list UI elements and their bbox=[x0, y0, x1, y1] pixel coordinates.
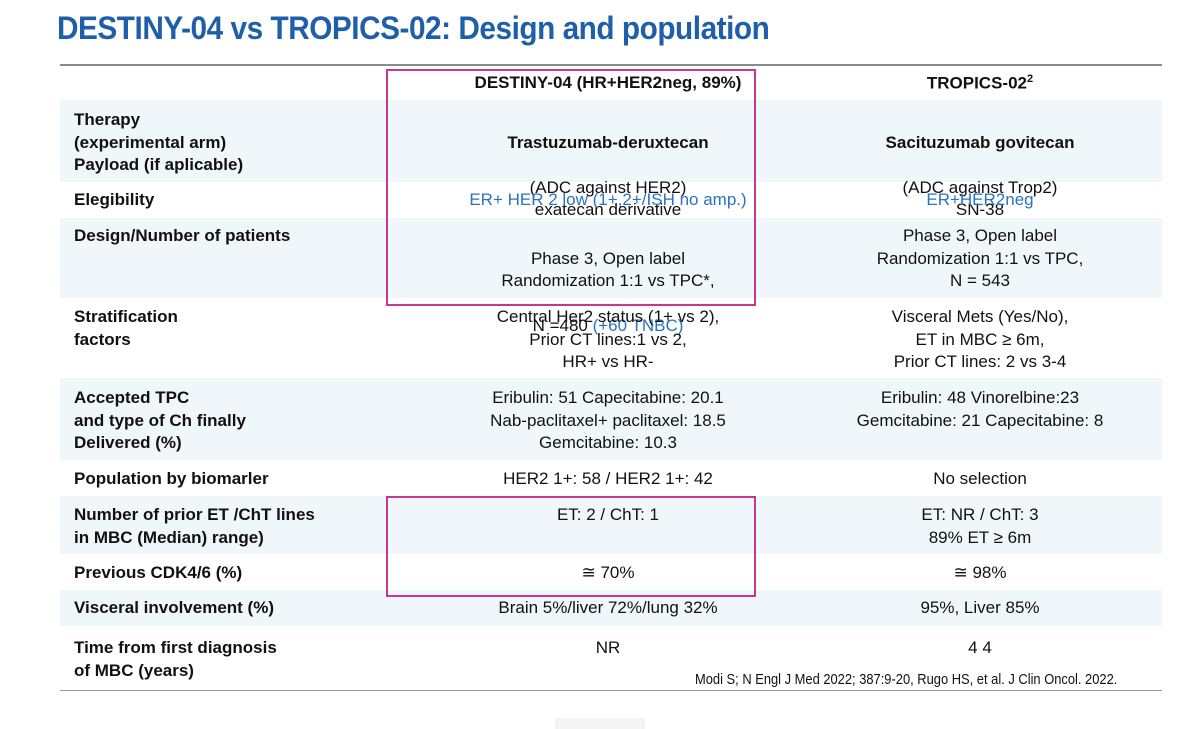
table-bottom-rule bbox=[60, 690, 1162, 691]
destiny-design-n-line: N =480 (+60 TNBC) bbox=[378, 315, 838, 338]
destiny-therapy-cell: Trastuzumab-deruxtecan (ADC against HER2… bbox=[378, 109, 838, 244]
table-row-prior-lines: Number of prior ET /ChT lines in MBC (Me… bbox=[60, 496, 1162, 554]
tropics-drug-details: (ADC against Trop2) SN-38 bbox=[902, 177, 1058, 220]
table-row-design: Design/Number of patients Phase 3, Open … bbox=[60, 218, 1162, 335]
row-label-eligibility: Elegibility bbox=[74, 190, 155, 209]
column-header-tropics-superscript: 2 bbox=[1027, 73, 1034, 85]
tropics-stratification-cell: Visceral Mets (Yes/No), ET in MBC ≥ 6m, … bbox=[891, 307, 1069, 371]
tropics-prior-lines-cell: ET: NR / ChT: 3 89% ET ≥ 6m bbox=[921, 505, 1039, 547]
tropics-design-cell: Phase 3, Open label Randomization 1:1 vs… bbox=[876, 226, 1084, 290]
destiny-design-tnbc: (+60 TNBC) bbox=[592, 316, 684, 335]
destiny-tpc-cell: Eribulin: 51 Capecitabine: 20.1 Nab-pacl… bbox=[490, 388, 726, 452]
table-row-tpc: Accepted TPC and type of Ch finally Deli… bbox=[60, 378, 1162, 460]
table-row-eligibility: Elegibility ER+ HER 2 low (1+,2+/ISH no … bbox=[60, 182, 1162, 218]
table-top-rule bbox=[60, 64, 1162, 66]
table-row-stratification: Stratification factors Central Her2 stat… bbox=[60, 298, 1162, 378]
tropics-cdk46-cell: ≅ 98% bbox=[953, 563, 1007, 582]
destiny-design-n: N =480 bbox=[532, 316, 593, 335]
destiny-drug-details: (ADC against HER2) exatecan derivative bbox=[529, 177, 687, 220]
column-header-destiny: DESTINY-04 (HR+HER2neg, 89%) bbox=[474, 73, 742, 92]
row-label-prior-lines: Number of prior ET /ChT lines in MBC (Me… bbox=[74, 505, 315, 547]
table-row-time-from-diagnosis: Time from first diagnosis of MBC (years)… bbox=[60, 626, 1162, 690]
destiny-stratification-cell: Central Her2 status (1+ vs 2), Prior CT … bbox=[496, 307, 720, 371]
destiny-time-from-diagnosis-cell: NR bbox=[595, 638, 621, 657]
table-row-biomarker: Population by biomarler HER2 1+: 58 / HE… bbox=[60, 460, 1162, 496]
destiny-design-text: Phase 3, Open label Randomization 1:1 vs… bbox=[501, 248, 715, 291]
destiny-eligibility-cell: ER+ HER 2 low (1+,2+/ISH no amp.) bbox=[469, 190, 747, 209]
tropics-visceral-cell: 95%, Liver 85% bbox=[920, 598, 1040, 617]
row-label-stratification: Stratification factors bbox=[74, 307, 178, 349]
slide-bottom-tab bbox=[555, 718, 645, 729]
row-label-therapy: Therapy (experimental arm) Payload (if a… bbox=[74, 110, 244, 174]
highlight-box-design bbox=[386, 69, 756, 306]
tropics-eligibility-cell: ER+HER2neg bbox=[926, 190, 1034, 209]
column-header-tropics-text: TROPICS-02 bbox=[926, 73, 1027, 93]
tropics-time-from-diagnosis-cell: 4 4 bbox=[968, 638, 992, 657]
table-row-cdk46: Previous CDK4/6 (%) ≅ 70% ≅ 98% bbox=[60, 554, 1162, 590]
row-label-design: Design/Number of patients bbox=[74, 226, 291, 245]
destiny-biomarker-cell: HER2 1+: 58 / HER2 1+: 42 bbox=[503, 469, 713, 488]
destiny-visceral-cell: Brain 5%/liver 72%/lung 32% bbox=[498, 598, 718, 617]
table-row-therapy: Therapy (experimental arm) Payload (if a… bbox=[60, 100, 1162, 219]
destiny-drug-name: Trastuzumab-deruxtecan bbox=[507, 132, 709, 152]
highlight-box-prior-treatment bbox=[386, 496, 756, 597]
row-label-visceral: Visceral involvement (%) bbox=[74, 598, 274, 617]
destiny-cdk46-cell: ≅ 70% bbox=[581, 563, 635, 582]
destiny-design-cell: Phase 3, Open label Randomization 1:1 vs… bbox=[378, 225, 838, 360]
slide-title: DESTINY-04 vs TROPICS-02: Design and pop… bbox=[57, 10, 770, 46]
tropics-therapy-cell: Sacituzumab govitecan (ADC against Trop2… bbox=[760, 109, 1200, 244]
row-label-biomarker: Population by biomarler bbox=[74, 469, 269, 488]
column-header-tropics: TROPICS-022 bbox=[760, 73, 1200, 94]
tropics-tpc-cell: Eribulin: 48 Vinorelbine:23 Gemcitabine:… bbox=[856, 388, 1104, 430]
row-label-cdk46: Previous CDK4/6 (%) bbox=[74, 563, 243, 582]
tropics-biomarker-cell: No selection bbox=[933, 469, 1027, 488]
tropics-drug-name: Sacituzumab govitecan bbox=[885, 132, 1075, 152]
destiny-prior-lines-cell: ET: 2 / ChT: 1 bbox=[556, 505, 660, 524]
reference-citation: Modi S; N Engl J Med 2022; 387:9-20, Rug… bbox=[695, 671, 1118, 688]
row-label-time-from-diagnosis: Time from first diagnosis of MBC (years) bbox=[74, 638, 277, 680]
row-label-tpc: Accepted TPC and type of Ch finally Deli… bbox=[74, 388, 246, 452]
